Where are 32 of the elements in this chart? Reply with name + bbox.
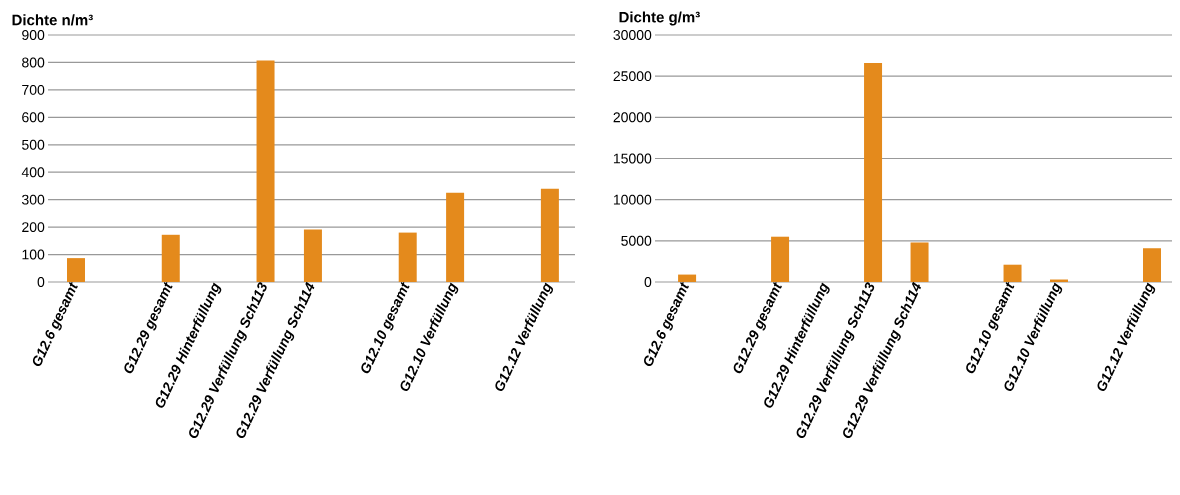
y-tick-label: 900 <box>22 30 45 40</box>
y-tick-label: 600 <box>22 112 45 123</box>
y-tick-label: 100 <box>22 249 45 260</box>
y-tick-label: 5000 <box>621 235 652 246</box>
bar <box>398 232 417 282</box>
y-tick-label: 300 <box>21 194 45 205</box>
y-tick-label: 25000 <box>613 71 652 82</box>
bar <box>161 234 180 282</box>
y-tick-label: 0 <box>37 277 45 287</box>
bar <box>540 188 559 282</box>
bar <box>910 242 929 282</box>
y-tick-label: 500 <box>22 139 45 150</box>
y-tick-label: 700 <box>22 84 45 95</box>
y-tick-label: 400 <box>21 167 45 178</box>
y-tick-label: 200 <box>22 222 45 233</box>
bar <box>256 60 275 282</box>
y-axis-title: Dichte g/m³ <box>619 11 700 26</box>
bar <box>303 229 322 282</box>
bar <box>1003 264 1022 282</box>
bar <box>66 258 85 282</box>
bar <box>771 236 790 282</box>
y-tick-label: 30000 <box>613 30 652 40</box>
bar <box>446 192 465 282</box>
bar <box>864 62 883 282</box>
bar <box>1143 248 1161 282</box>
y-tick-label: 15000 <box>613 153 652 164</box>
y-axis-title: Dichte n/m³ <box>12 14 93 26</box>
y-tick-label: 0 <box>644 277 652 287</box>
y-tick-label: 20000 <box>613 112 652 123</box>
bar <box>678 274 697 282</box>
y-tick-label: 10000 <box>613 194 652 205</box>
y-tick-label: 800 <box>22 57 45 68</box>
